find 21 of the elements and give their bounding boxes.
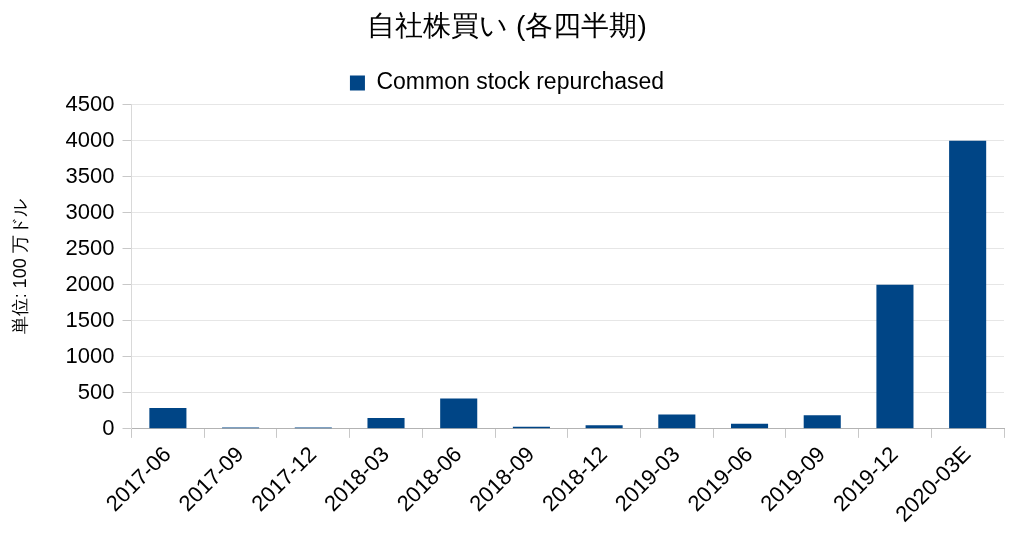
y-tick-label: 500: [77, 378, 115, 404]
bar: [149, 407, 187, 429]
y-tick-label: 4000: [65, 126, 115, 152]
y-tick-label: 1000: [65, 342, 115, 368]
y-tick-label: 3000: [65, 198, 115, 224]
bar: [803, 415, 841, 429]
y-tick-label: 0: [102, 414, 115, 440]
y-tick-label: 4500: [65, 90, 115, 116]
bar: [658, 414, 696, 429]
bar: [876, 284, 914, 429]
bar: [440, 398, 478, 429]
y-tick-label: 3500: [65, 162, 115, 188]
y-tick-label: 1500: [65, 306, 115, 332]
legend-label: Common stock repurchased: [376, 68, 665, 95]
y-axis-title: 単位: 100 万ドル: [9, 199, 30, 335]
chart-title: 自社株買い (各四半期): [367, 9, 647, 41]
y-tick-label: 2500: [65, 234, 115, 260]
bar: [949, 140, 987, 429]
bar: [367, 418, 405, 429]
y-tick-label: 2000: [65, 270, 115, 296]
bar: [585, 425, 623, 429]
